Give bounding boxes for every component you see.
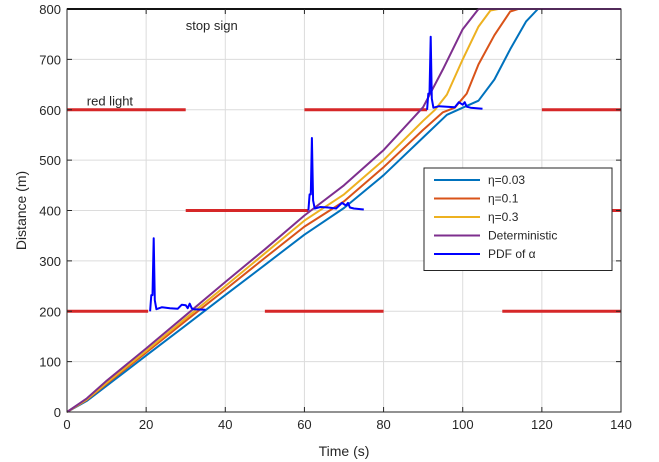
y-tick-label-3: 300 [39,254,61,269]
y-tick-label-8: 800 [39,2,61,17]
y-tick-label-1: 100 [39,355,61,370]
series-line-1 [66,8,621,413]
pdf-lines [149,35,483,312]
series-line-3 [66,8,621,413]
series-line-pdf-1 [307,137,364,211]
legend-label-4: PDF of α [488,247,536,261]
x-tick-label-4: 80 [376,417,390,432]
x-tick-label-6: 120 [531,417,553,432]
axes [66,8,622,413]
x-tick-label-7: 140 [610,417,632,432]
y-tick-label-0: 0 [54,405,61,420]
legend-label-2: η=0.3 [488,210,519,224]
legend-label-3: Deterministic [488,229,557,243]
y-tick-label-6: 600 [39,103,61,118]
x-tick-label-3: 60 [297,417,311,432]
y-tick-label-5: 500 [39,153,61,168]
y-tick-label-7: 700 [39,52,61,67]
series-line-pdf-2 [426,35,483,110]
legend-label-0: η=0.03 [488,173,525,187]
legend: η=0.03 η=0.1 η=0.3 Deterministic PDF of α [423,167,613,271]
x-tick-label-2: 40 [218,417,232,432]
x-tick-label-1: 20 [139,417,153,432]
annotation-stop-sign: stop sign [186,18,238,33]
tick-labels: 0 20 40 60 80 100 120 140 0 100 200 300 400 500 600 700… [39,2,632,432]
x-tick-label-5: 100 [452,417,474,432]
y-axis-label: Distance (m) [13,171,29,250]
series-line-pdf-0 [149,237,206,312]
x-axis-label: Time (s) [319,443,370,459]
series-line-2 [66,8,621,413]
annotation-red-light: red light [87,94,134,109]
series-line-0 [66,8,621,413]
x-tick-label-0: 0 [63,417,70,432]
legend-label-1: η=0.1 [488,192,519,206]
y-tick-label-4: 400 [39,204,61,219]
y-tick-label-2: 200 [39,304,61,319]
series-lines [66,8,621,413]
